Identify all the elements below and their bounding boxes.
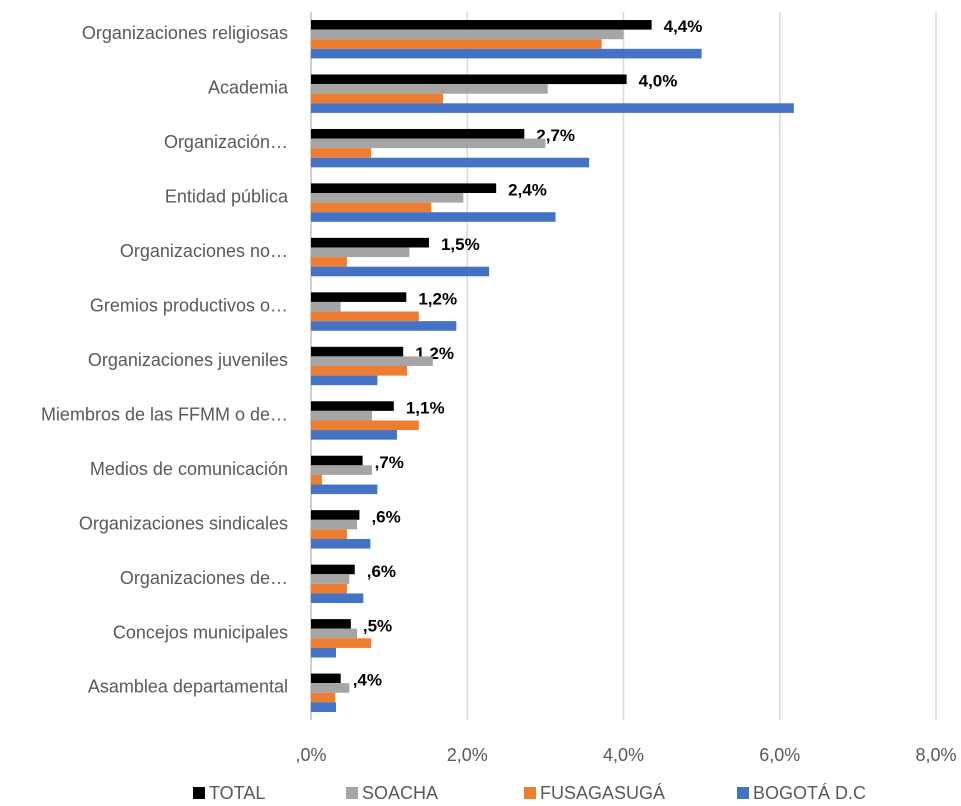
y-tick-label: Organizaciones de… [120, 568, 288, 588]
bar [311, 529, 347, 539]
legend-label: BOGOTÁ D.C [753, 783, 866, 803]
bar [311, 84, 548, 94]
bar [311, 375, 378, 386]
data-label: 4,4% [664, 17, 703, 36]
bar [311, 410, 372, 421]
bar [311, 128, 525, 139]
y-tick-label: Miembros de las FFMM o de… [41, 404, 288, 424]
bar [311, 619, 351, 629]
bar [311, 93, 444, 104]
data-label: 2,7% [536, 126, 575, 145]
bar [311, 20, 652, 30]
bar [311, 564, 355, 575]
bar [311, 510, 360, 520]
data-label: ,6% [367, 562, 396, 581]
legend-label: SOACHA [362, 783, 438, 803]
legend-label: FUSAGASUGÁ [540, 783, 665, 803]
bar [311, 673, 341, 684]
bar [311, 321, 457, 331]
bar [311, 455, 363, 466]
bar [311, 138, 546, 149]
bar [311, 593, 364, 604]
y-tick-label: Medios de comunicación [90, 459, 288, 479]
bar [311, 74, 627, 85]
bar [311, 628, 358, 639]
bar [311, 157, 590, 168]
bar [311, 212, 556, 222]
x-tick-label: 8,0% [915, 745, 956, 765]
y-tick-label: Academia [208, 78, 289, 98]
x-tick-label: 6,0% [759, 745, 800, 765]
x-tick-label: ,0% [295, 745, 326, 765]
bar [311, 301, 341, 312]
bar [311, 311, 419, 322]
data-label: ,5% [363, 616, 392, 635]
y-tick-label: Organizaciones no… [120, 241, 288, 261]
bar [311, 48, 702, 59]
bar [311, 183, 497, 194]
legend-swatch [193, 787, 205, 799]
legend-swatch [346, 787, 358, 799]
bar [311, 292, 407, 302]
data-label: 1,5% [441, 235, 480, 254]
bar [311, 202, 432, 213]
data-label: 1,2% [418, 290, 457, 309]
x-tick-label: 2,0% [447, 745, 488, 765]
bar [311, 148, 372, 158]
y-tick-label: Organización… [164, 132, 288, 152]
y-tick-label: Organizaciones sindicales [79, 513, 288, 533]
y-tick-label: Organizaciones religiosas [82, 23, 288, 43]
bar [311, 39, 602, 49]
bar [311, 193, 464, 203]
y-tick-label: Concejos municipales [113, 622, 288, 642]
legend-label: TOTAL [209, 783, 265, 803]
bar [311, 257, 347, 267]
bar [311, 583, 347, 594]
bar [311, 266, 490, 277]
y-tick-label: Asamblea departamental [88, 677, 288, 697]
bar [311, 420, 419, 431]
y-tick-label: Entidad pública [165, 187, 289, 207]
bar [311, 692, 336, 703]
y-tick-label: Organizaciones juveniles [88, 350, 288, 370]
bar [311, 430, 397, 440]
bar [311, 538, 371, 549]
bar [311, 519, 358, 530]
bar [311, 484, 378, 495]
bar [311, 237, 429, 248]
legend-swatch [737, 787, 749, 799]
bar [311, 29, 624, 40]
bar [311, 247, 410, 258]
data-label: ,6% [371, 507, 400, 526]
data-label: 4,0% [639, 72, 678, 91]
bar [311, 401, 394, 411]
legend-swatch [524, 787, 536, 799]
data-label: 1,1% [406, 398, 445, 417]
bar [311, 366, 408, 376]
bar [311, 702, 336, 712]
bar [311, 465, 372, 475]
data-label: 2,4% [508, 181, 547, 200]
bar [311, 574, 350, 584]
y-tick-label: Gremios productivos o… [90, 295, 288, 315]
bar [311, 638, 372, 648]
data-label: ,7% [375, 453, 404, 472]
bar [311, 356, 433, 366]
bar [311, 103, 794, 113]
bar [311, 647, 336, 658]
bar [311, 683, 350, 693]
bar [311, 346, 404, 357]
data-label: ,4% [353, 671, 382, 690]
bar [311, 474, 322, 485]
x-tick-label: 4,0% [603, 745, 644, 765]
